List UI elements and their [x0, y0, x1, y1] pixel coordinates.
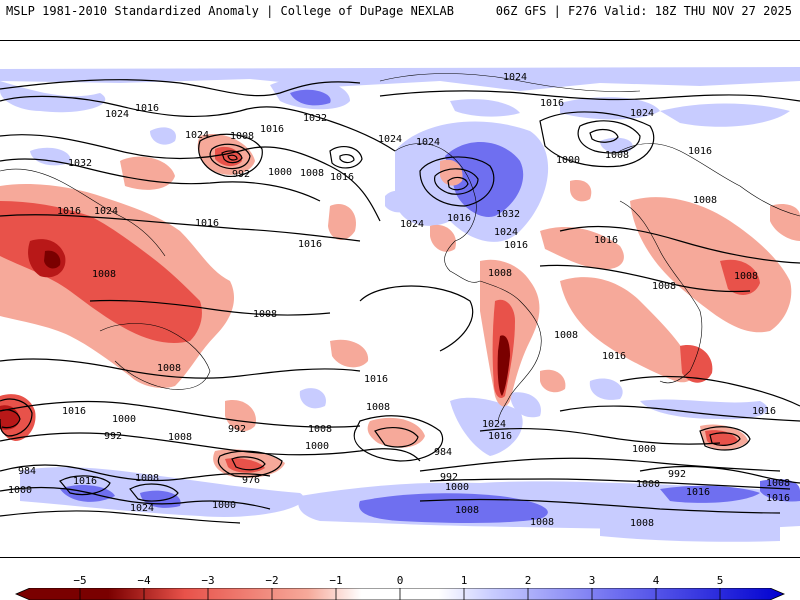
isobar-label: 1000 — [632, 444, 656, 455]
colorbar-tick: −1 — [329, 574, 343, 587]
isobar-label: 1000 — [445, 482, 469, 493]
isobar-label: 1008 — [157, 363, 181, 374]
isobar-label: 1016 — [686, 487, 710, 498]
isobar-label: 992 — [232, 169, 250, 180]
isobar-label: 1008 — [455, 505, 479, 516]
isobar-label: 1024 — [503, 72, 527, 83]
isobar-label: 1016 — [602, 351, 626, 362]
isobar-label: 1000 — [305, 441, 329, 452]
isobar-label: 992 — [668, 469, 686, 480]
isobar-label: 1016 — [540, 98, 564, 109]
colorbar-tick: 1 — [460, 574, 468, 587]
isobar-label: 1016 — [688, 146, 712, 157]
isobar-label: 1008 — [230, 131, 254, 142]
isobar-label: 1008 — [168, 432, 192, 443]
isobar-label: 1024 — [630, 108, 654, 119]
isobar-label: 1008 — [253, 309, 277, 320]
isobar-label: 1008 — [734, 271, 758, 282]
isobar-label: 1016 — [135, 103, 159, 114]
isobar-label: 992 — [228, 424, 246, 435]
isobar-label: 1008 — [530, 517, 554, 528]
positive-anomaly-shading — [0, 67, 800, 542]
isobar-label: 1024 — [400, 219, 424, 230]
isobar-label: 992 — [440, 472, 458, 483]
isobar-label: 1024 — [130, 503, 154, 514]
isobar-label: 1000 — [556, 155, 580, 166]
isobar-label: 1008 — [766, 478, 790, 489]
isobar-label: 1024 — [494, 227, 518, 238]
isobar-label: 1000 — [112, 414, 136, 425]
isobar-label: 1016 — [57, 206, 81, 217]
colorbar-tick: −3 — [201, 574, 215, 587]
colorbar-tick: −5 — [73, 574, 87, 587]
colorbar-tick: 5 — [716, 574, 724, 587]
colorbar-tick: −2 — [265, 574, 279, 587]
isobar-label: 1008 — [135, 473, 159, 484]
isobar-label: 1000 — [8, 485, 32, 496]
isobar-label: 1016 — [195, 218, 219, 229]
colorbar-tick: −4 — [137, 574, 151, 587]
colorbar-tick: 0 — [396, 574, 404, 587]
isobar-label: 1008 — [693, 195, 717, 206]
isobar-label: 992 — [104, 431, 122, 442]
isobar-label: 1008 — [554, 330, 578, 341]
isobar-labels: 1024 1016 1024 1032 1024 1008 1016 1032 … — [8, 72, 790, 529]
isobar-label: 1016 — [364, 374, 388, 385]
isobars — [0, 79, 800, 524]
isobar-label: 1016 — [752, 406, 776, 417]
isobar-label: 1016 — [766, 493, 790, 504]
isobar-label: 1016 — [73, 476, 97, 487]
map-area: 1024 1016 1024 1032 1024 1008 1016 1032 … — [0, 40, 800, 558]
isobar-label: 1016 — [298, 239, 322, 250]
isobar-label: 1024 — [105, 109, 129, 120]
isobar-label: 1008 — [630, 518, 654, 529]
isobar-label: 1032 — [496, 209, 520, 220]
isobar-label: 1008 — [92, 269, 116, 280]
colorbar-tick: 3 — [588, 574, 596, 587]
isobar-label: 1032 — [68, 158, 92, 169]
isobar-label: 984 — [434, 447, 452, 458]
anomaly-colorbar — [14, 588, 786, 600]
isobar-label: 1016 — [488, 431, 512, 442]
isobar-label: 1024 — [482, 419, 506, 430]
isobar-label: 1016 — [62, 406, 86, 417]
isobar-label: 1024 — [416, 137, 440, 148]
isobar-label: 1008 — [488, 268, 512, 279]
isobar-label: 1016 — [330, 172, 354, 183]
isobar-label: 1000 — [212, 500, 236, 511]
isobar-label: 1024 — [378, 134, 402, 145]
isobar-label: 984 — [18, 466, 36, 477]
isobar-label: 1000 — [636, 479, 660, 490]
isobar-label: 1016 — [594, 235, 618, 246]
isobar-label: 1008 — [605, 150, 629, 161]
model-run-label: 06Z GFS | F276 Valid: 18Z THU NOV 27 202… — [495, 4, 792, 18]
colorbar-tick: 2 — [524, 574, 532, 587]
isobar-label: 1000 — [268, 167, 292, 178]
isobar-label: 1016 — [447, 213, 471, 224]
isobar-label: 1024 — [185, 130, 209, 141]
isobar-label: 1024 — [94, 206, 118, 217]
colorbar-tick: 4 — [652, 574, 660, 587]
isobar-label: 1008 — [652, 281, 676, 292]
isobar-label: 1016 — [504, 240, 528, 251]
mslp-anomaly-map: 1024 1016 1024 1032 1024 1008 1016 1032 … — [0, 41, 800, 557]
isobar-label: 1008 — [308, 424, 332, 435]
isobar-label: 1016 — [260, 124, 284, 135]
isobar-label: 976 — [242, 475, 260, 486]
isobar-label: 1008 — [300, 168, 324, 179]
isobar-label: 1032 — [303, 113, 327, 124]
isobar-label: 1008 — [366, 402, 390, 413]
map-title: MSLP 1981-2010 Standardized Anomaly | Co… — [6, 4, 454, 18]
